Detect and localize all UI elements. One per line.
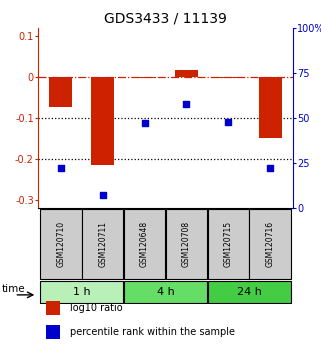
Bar <box>133 77 156 78</box>
Text: time: time <box>2 284 26 294</box>
Text: percentile rank within the sample: percentile rank within the sample <box>70 327 235 337</box>
Bar <box>49 77 73 107</box>
Text: GSM120710: GSM120710 <box>56 221 65 267</box>
Text: 24 h: 24 h <box>237 287 262 297</box>
Point <box>226 119 231 125</box>
Text: GSM120715: GSM120715 <box>224 221 233 267</box>
Text: log10 ratio: log10 ratio <box>70 303 123 313</box>
Title: GDS3433 / 11139: GDS3433 / 11139 <box>104 11 227 25</box>
Point <box>100 193 105 198</box>
Bar <box>217 77 240 78</box>
FancyBboxPatch shape <box>124 210 165 279</box>
Bar <box>258 77 282 138</box>
Point <box>142 121 147 126</box>
FancyBboxPatch shape <box>207 210 249 279</box>
Text: GSM120711: GSM120711 <box>98 221 107 267</box>
Text: GSM120716: GSM120716 <box>265 221 274 267</box>
Bar <box>46 325 60 339</box>
Text: 1 h: 1 h <box>73 287 91 297</box>
FancyBboxPatch shape <box>207 281 291 303</box>
FancyBboxPatch shape <box>40 281 124 303</box>
Point <box>267 166 273 171</box>
FancyBboxPatch shape <box>166 210 207 279</box>
Text: 4 h: 4 h <box>157 287 174 297</box>
Point <box>184 101 189 107</box>
Bar <box>175 70 198 77</box>
FancyBboxPatch shape <box>82 210 124 279</box>
Bar <box>91 77 114 165</box>
Text: GSM120708: GSM120708 <box>182 221 191 267</box>
FancyBboxPatch shape <box>249 210 291 279</box>
FancyBboxPatch shape <box>124 281 207 303</box>
FancyBboxPatch shape <box>40 210 82 279</box>
Text: GSM120648: GSM120648 <box>140 221 149 267</box>
Bar <box>46 302 60 315</box>
Point <box>58 166 64 171</box>
